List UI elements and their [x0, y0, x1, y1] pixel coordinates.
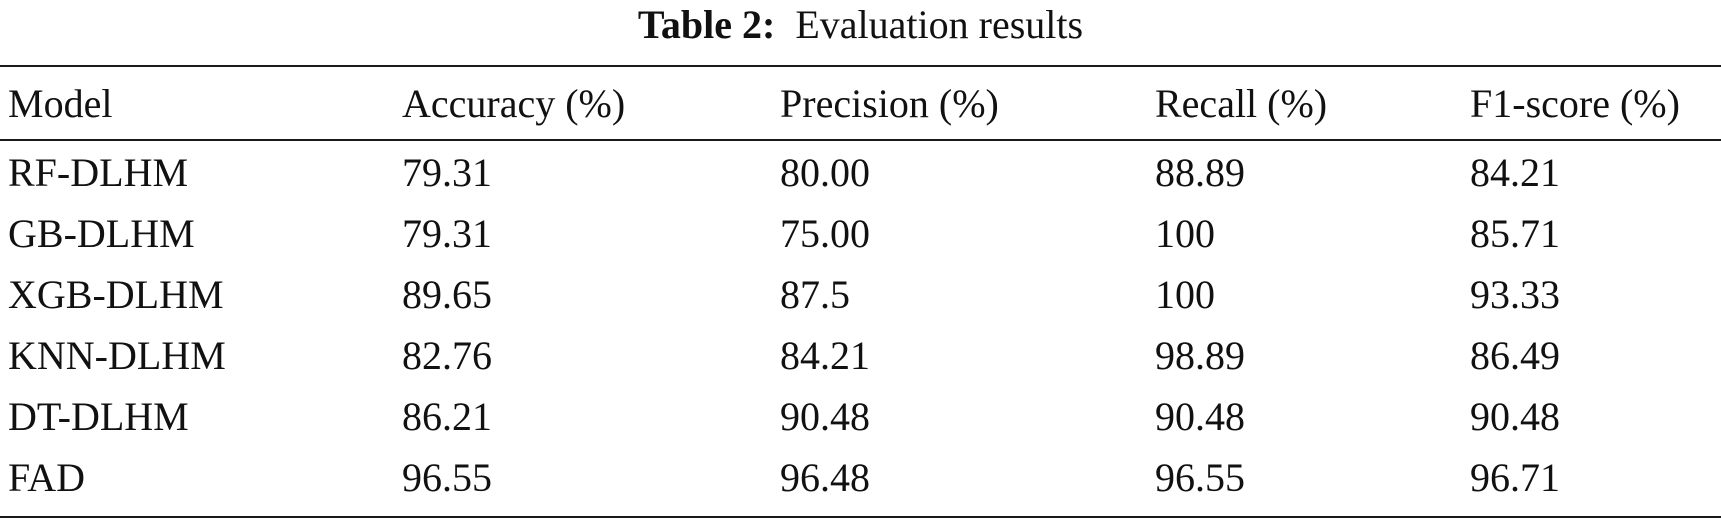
header-rule	[0, 139, 1721, 141]
cell-precision: 96.48	[780, 455, 870, 500]
table-row: FAD 96.55 96.48 96.55 96.71	[0, 447, 1721, 508]
column-header-f1-score: F1-score (%)	[1470, 80, 1680, 126]
cell-precision: 87.5	[780, 272, 850, 317]
table-row: GB-DLHM 79.31 75.00 100 85.71	[0, 203, 1721, 264]
table-header-row: Model Accuracy (%) Precision (%) Recall …	[0, 67, 1721, 139]
cell-model: RF-DLHM	[8, 150, 189, 195]
cell-accuracy: 89.65	[402, 272, 492, 317]
cell-accuracy: 79.31	[402, 150, 492, 195]
cell-model: DT-DLHM	[8, 394, 189, 439]
table-row: KNN-DLHM 82.76 84.21 98.89 86.49	[0, 325, 1721, 386]
table-caption: Table 2: Evaluation results	[0, 0, 1721, 56]
table-row: XGB-DLHM 89.65 87.5 100 93.33	[0, 264, 1721, 325]
column-header-recall: Recall (%)	[1155, 80, 1328, 126]
cell-recall: 100	[1155, 272, 1215, 317]
column-header-accuracy: Accuracy (%)	[402, 80, 626, 126]
cell-precision: 80.00	[780, 150, 870, 195]
cell-f1-score: 96.71	[1470, 455, 1560, 500]
cell-f1-score: 90.48	[1470, 394, 1560, 439]
cell-model: FAD	[8, 455, 86, 500]
cell-recall: 100	[1155, 211, 1215, 256]
column-header-model: Model	[8, 80, 113, 126]
bottom-rule	[0, 516, 1721, 518]
cell-model: GB-DLHM	[8, 211, 195, 256]
table-caption-title: Evaluation results	[795, 2, 1084, 47]
cell-precision: 75.00	[780, 211, 870, 256]
cell-recall: 90.48	[1155, 394, 1245, 439]
cell-recall: 96.55	[1155, 455, 1245, 500]
cell-f1-score: 84.21	[1470, 150, 1560, 195]
cell-precision: 90.48	[780, 394, 870, 439]
cell-accuracy: 86.21	[402, 394, 492, 439]
cell-f1-score: 85.71	[1470, 211, 1560, 256]
cell-f1-score: 86.49	[1470, 333, 1560, 378]
table-row: DT-DLHM 86.21 90.48 90.48 90.48	[0, 386, 1721, 447]
cell-precision: 84.21	[780, 333, 870, 378]
cell-accuracy: 79.31	[402, 211, 492, 256]
cell-recall: 88.89	[1155, 150, 1245, 195]
cell-f1-score: 93.33	[1470, 272, 1560, 317]
table-row: RF-DLHM 79.31 80.00 88.89 84.21	[0, 139, 1721, 203]
column-header-precision: Precision (%)	[780, 80, 999, 126]
cell-accuracy: 96.55	[402, 455, 492, 500]
top-rule	[0, 65, 1721, 67]
cell-recall: 98.89	[1155, 333, 1245, 378]
cell-model: XGB-DLHM	[8, 272, 224, 317]
evaluation-results-table: Model Accuracy (%) Precision (%) Recall …	[0, 67, 1721, 508]
table-caption-label: Table 2:	[637, 2, 776, 47]
cell-accuracy: 82.76	[402, 333, 492, 378]
cell-model: KNN-DLHM	[8, 333, 226, 378]
